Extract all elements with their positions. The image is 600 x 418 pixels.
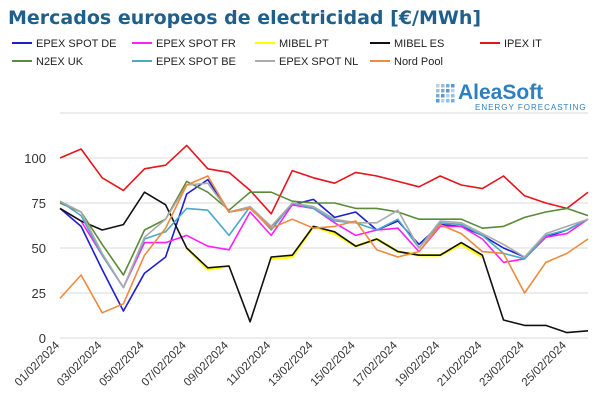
legend-label: N2EX UK: [36, 56, 84, 68]
legend-label: MIBEL PT: [279, 38, 329, 50]
x-tick-label: 25/02/2024: [520, 339, 570, 389]
y-tick-label: 0: [39, 331, 46, 346]
chart-title: Mercados europeos de electricidad [€/MWh…: [8, 7, 481, 29]
series-line: [59, 191, 589, 334]
legend: EPEX SPOT DE EPEX SPOT FR MIBEL PT MIBEL ES…: [12, 38, 542, 68]
legend-label: EPEX SPOT FR: [156, 38, 236, 50]
legend-label: IPEX IT: [504, 38, 542, 50]
series-line: [59, 144, 589, 215]
grid-dots-icon: [436, 84, 455, 103]
series-line: [59, 182, 589, 289]
series-line: [59, 200, 589, 289]
y-tick-label: 50: [32, 241, 46, 256]
y-axis-ticks: 0 25 50 75 100: [24, 151, 46, 346]
y-tick-label: 100: [24, 151, 46, 166]
series-line: [59, 180, 589, 276]
legend-label: MIBEL ES: [394, 38, 444, 50]
legend-label: EPEX SPOT BE: [156, 56, 236, 68]
logo-tagline: ENERGY FORECASTING: [475, 103, 587, 112]
legend-label: EPEX SPOT DE: [36, 38, 117, 50]
gridlines: [60, 112, 588, 339]
x-tick-label: 09/02/2024: [182, 339, 232, 389]
series-lines: [59, 144, 589, 334]
logo: AleaSoft ENERGY FORECASTING: [436, 81, 587, 112]
series-line: [59, 204, 589, 289]
y-tick-label: 75: [32, 196, 46, 211]
legend-label: EPEX SPOT NL: [279, 56, 358, 68]
series-line: [59, 178, 589, 312]
logo-name: AleaSoft: [458, 81, 543, 104]
series-line: [59, 175, 589, 314]
y-tick-label: 25: [32, 286, 46, 301]
legend-label: Nord Pool: [394, 56, 443, 68]
x-axis-ticks: 01/02/202403/02/202405/02/202407/02/2024…: [13, 339, 569, 389]
